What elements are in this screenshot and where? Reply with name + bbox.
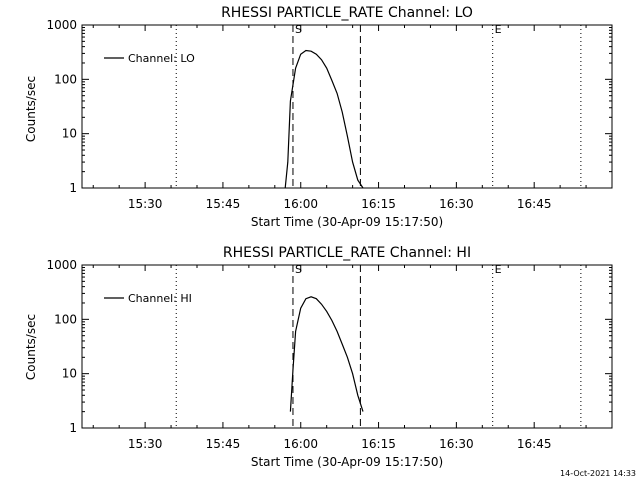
- y-tick-label: 1: [69, 421, 77, 435]
- plot-area: 15:30 15:45 16:00 16:15 16:30 16:45 1 10 100 1000…: [46, 258, 613, 451]
- series-line: [289, 296, 364, 412]
- axes-frame: [81, 264, 613, 429]
- footer-timestamp: 14-Oct-2021 14:33: [560, 469, 636, 478]
- marker-label: E: [495, 23, 502, 36]
- axes-frame: [81, 24, 613, 189]
- x-tick-label: 16:15: [361, 437, 396, 451]
- x-tick-label: 15:45: [206, 197, 241, 211]
- x-tick-label: 15:30: [128, 197, 163, 211]
- y-tick-label: 1000: [46, 18, 77, 32]
- x-tick-label: 16:45: [517, 437, 552, 451]
- x-axis-label: Start Time (30-Apr-09 15:17:50): [251, 215, 443, 229]
- x-tick-label: 16:45: [517, 197, 552, 211]
- panel-title: RHESSI PARTICLE_RATE Channel: HI: [223, 245, 471, 261]
- y-tick-label: 100: [54, 312, 77, 326]
- y-axis-label: Counts/sec: [24, 314, 38, 380]
- panel-lo: RHESSI PARTICLE_RATE Channel: LO Start T…: [24, 5, 613, 229]
- x-axis-label: Start Time (30-Apr-09 15:17:50): [251, 455, 443, 469]
- x-tick-label: 16:15: [361, 197, 396, 211]
- y-axis-label: Counts/sec: [24, 76, 38, 142]
- marker-label: S: [295, 23, 302, 36]
- marker-label: S: [295, 263, 302, 276]
- y-tick-label: 1: [69, 181, 77, 195]
- plot-area: 15:30 15:45 16:00 16:15 16:30 16:45 1 10 100 1000…: [46, 18, 613, 211]
- y-tick-label: 10: [62, 367, 77, 381]
- legend-label: Channel: HI: [128, 292, 192, 305]
- legend-label: Channel: LO: [128, 52, 195, 65]
- y-tick-label: 10: [62, 127, 77, 141]
- x-tick-label: 15:30: [128, 437, 163, 451]
- marker-label: E: [495, 263, 502, 276]
- x-tick-label: 16:30: [439, 197, 474, 211]
- series-line: [284, 49, 364, 189]
- x-tick-label: 16:00: [283, 437, 318, 451]
- x-tick-label: 15:45: [206, 437, 241, 451]
- panel-hi: RHESSI PARTICLE_RATE Channel: HI Start T…: [24, 245, 613, 469]
- y-tick-label: 1000: [46, 258, 77, 272]
- panel-title: RHESSI PARTICLE_RATE Channel: LO: [221, 5, 473, 21]
- y-tick-label: 100: [54, 72, 77, 86]
- x-tick-label: 16:00: [283, 197, 318, 211]
- x-tick-label: 16:30: [439, 437, 474, 451]
